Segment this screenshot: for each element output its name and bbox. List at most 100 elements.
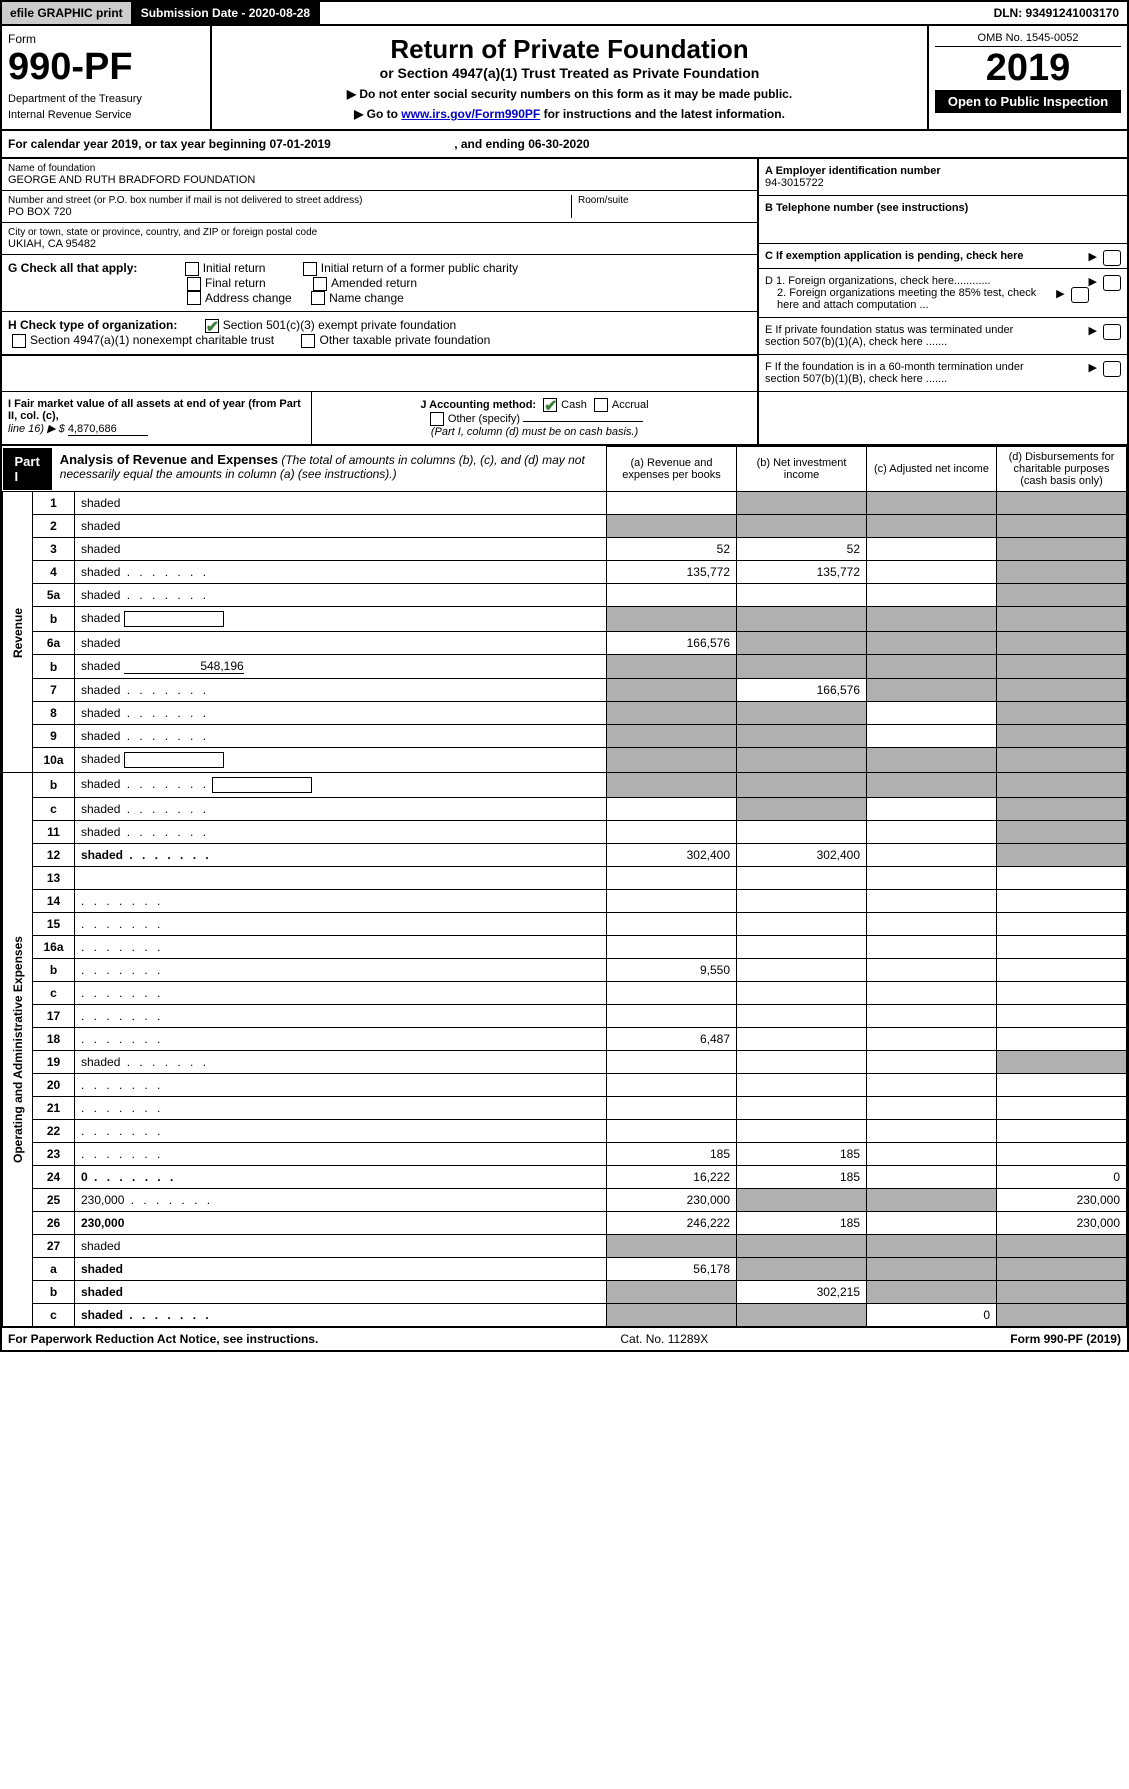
opt-4947: Section 4947(a)(1) nonexempt charitable …	[30, 333, 274, 347]
table-row: cshaded . . . . . . .0	[3, 1304, 1127, 1327]
part1-title: Analysis of Revenue and Expenses (The to…	[52, 448, 606, 490]
row-number: b	[33, 773, 75, 798]
section-h: H Check type of organization: Section 50…	[2, 312, 757, 356]
cb-initial-return[interactable]	[185, 262, 199, 276]
cell-d	[997, 913, 1127, 936]
cb-name-change[interactable]	[311, 291, 325, 305]
foundation-name: GEORGE AND RUTH BRADFORD FOUNDATION	[8, 174, 751, 186]
table-row: 25230,000 . . . . . . .230,000230,000	[3, 1189, 1127, 1212]
cb-501c3[interactable]	[205, 319, 219, 333]
d2-label: 2. Foreign organizations meeting the 85%…	[765, 287, 1045, 311]
cell-c	[867, 538, 997, 561]
row-number: 20	[33, 1074, 75, 1097]
cell-a	[607, 867, 737, 890]
row-number: b	[33, 1281, 75, 1304]
cell-a	[607, 890, 737, 913]
table-row: 14 . . . . . . .	[3, 890, 1127, 913]
top-bar: efile GRAPHIC print Submission Date - 20…	[2, 2, 1127, 26]
exempt-label: C If exemption application is pending, c…	[765, 250, 1024, 262]
name-label: Name of foundation	[8, 163, 751, 174]
cb-exempt[interactable]	[1103, 250, 1121, 266]
opt-namechange: Name change	[329, 291, 404, 305]
cell-b	[737, 1005, 867, 1028]
cb-other-tax[interactable]	[301, 334, 315, 348]
cb-initial-former[interactable]	[303, 262, 317, 276]
row-number: b	[33, 607, 75, 632]
cb-addr-change[interactable]	[187, 291, 201, 305]
irs-link[interactable]: www.irs.gov/Form990PF	[401, 107, 540, 121]
cell-d	[997, 890, 1127, 913]
cell-a	[607, 1235, 737, 1258]
cell-a	[607, 773, 737, 798]
cb-f[interactable]	[1103, 361, 1121, 377]
instruction-2: ▶ Go to www.irs.gov/Form990PF for instru…	[220, 107, 919, 121]
row-number: 7	[33, 679, 75, 702]
submission-date: Submission Date - 2020-08-28	[133, 2, 320, 24]
cb-amended[interactable]	[313, 277, 327, 291]
table-row: c . . . . . . .	[3, 982, 1127, 1005]
cell-b	[737, 1051, 867, 1074]
cell-a	[607, 1051, 737, 1074]
col-b-header: (b) Net investment income	[737, 447, 867, 492]
dept-treasury: Department of the Treasury	[8, 93, 204, 105]
cell-b: 302,215	[737, 1281, 867, 1304]
row-number: c	[33, 982, 75, 1005]
cb-d1[interactable]	[1103, 275, 1121, 291]
cal-end: 06-30-2020	[528, 137, 589, 151]
cell-c	[867, 1051, 997, 1074]
row-desc: 230,000	[75, 1212, 607, 1235]
cb-d2[interactable]	[1071, 287, 1089, 303]
row-desc: shaded	[75, 1258, 607, 1281]
row-number: 21	[33, 1097, 75, 1120]
cb-cash[interactable]	[543, 398, 557, 412]
cb-other-acct[interactable]	[430, 412, 444, 426]
cell-d	[997, 748, 1127, 773]
row-number: 8	[33, 702, 75, 725]
cell-a	[607, 1120, 737, 1143]
row-number: b	[33, 655, 75, 679]
cb-e[interactable]	[1103, 324, 1121, 340]
cell-b	[737, 1074, 867, 1097]
cell-b	[737, 1235, 867, 1258]
table-row: 16a . . . . . . .	[3, 936, 1127, 959]
table-row: 7shaded . . . . . . .166,576	[3, 679, 1127, 702]
cell-c	[867, 936, 997, 959]
cell-a: 56,178	[607, 1258, 737, 1281]
row-number: 5a	[33, 584, 75, 607]
tax-year: 2019	[935, 47, 1121, 90]
i-value: 4,870,686	[68, 423, 148, 436]
cb-4947[interactable]	[12, 334, 26, 348]
cell-d	[997, 679, 1127, 702]
cb-accrual[interactable]	[594, 398, 608, 412]
table-row: b . . . . . . .9,550	[3, 959, 1127, 982]
footer-left: For Paperwork Reduction Act Notice, see …	[8, 1332, 318, 1346]
cell-a: 6,487	[607, 1028, 737, 1051]
form-title: Return of Private Foundation	[220, 34, 919, 65]
cell-b	[737, 725, 867, 748]
cell-d	[997, 1120, 1127, 1143]
phone-label: B Telephone number (see instructions)	[765, 202, 968, 214]
cell-a: 185	[607, 1143, 737, 1166]
row-desc: . . . . . . .	[75, 959, 607, 982]
cb-final[interactable]	[187, 277, 201, 291]
row-number: 9	[33, 725, 75, 748]
row-desc: shaded	[75, 515, 607, 538]
row-number: b	[33, 959, 75, 982]
row-number: 18	[33, 1028, 75, 1051]
room-label: Room/suite	[578, 195, 751, 206]
cell-c	[867, 632, 997, 655]
cell-c: 0	[867, 1304, 997, 1327]
i-line16: line 16) ▶ $	[8, 423, 68, 435]
cell-c	[867, 1120, 997, 1143]
cell-c	[867, 773, 997, 798]
revenue-label: Revenue	[3, 492, 33, 773]
cell-b	[737, 1120, 867, 1143]
cell-d	[997, 655, 1127, 679]
phone-cell: B Telephone number (see instructions)	[759, 196, 1127, 244]
table-row: 26230,000246,222185230,000	[3, 1212, 1127, 1235]
cell-d	[997, 1235, 1127, 1258]
cell-d	[997, 798, 1127, 821]
instr2-post: for instructions and the latest informat…	[540, 107, 785, 121]
row-number: 17	[33, 1005, 75, 1028]
cell-c	[867, 1028, 997, 1051]
